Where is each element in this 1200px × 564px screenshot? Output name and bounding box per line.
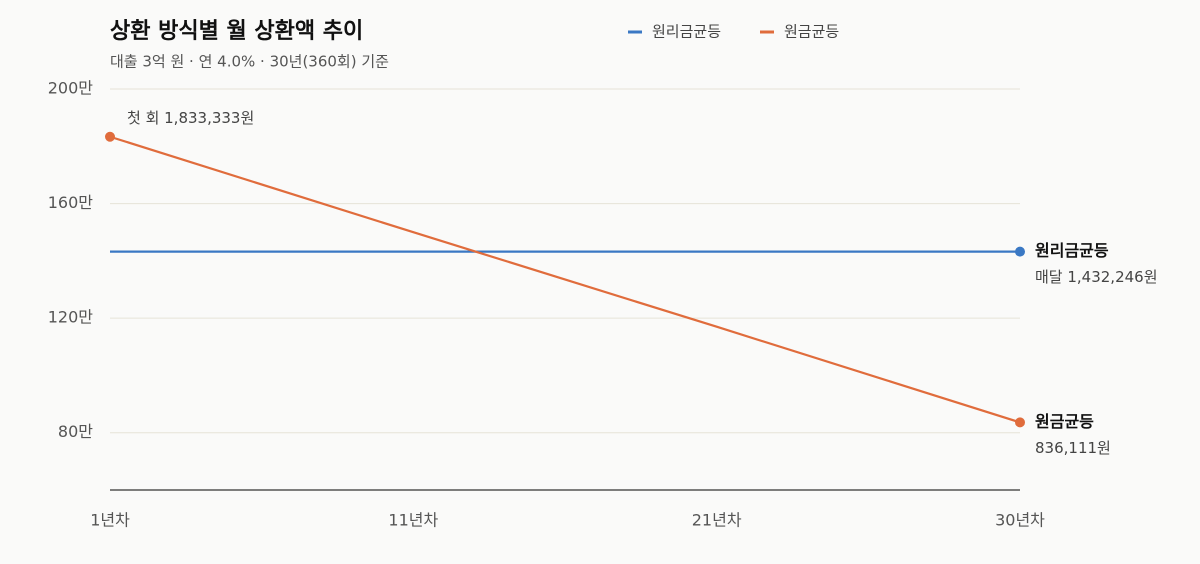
series-end-name: 원리금균등 bbox=[1035, 241, 1109, 260]
y-tick-label: 120만 bbox=[48, 308, 94, 327]
series-line bbox=[109, 135, 1021, 424]
y-tick-label: 200만 bbox=[48, 79, 94, 98]
data-point bbox=[1015, 246, 1025, 257]
chart-subtitle: 대출 3억 원 · 연 4.0% · 30년(360회) 기준 bbox=[110, 53, 389, 71]
x-tick-label: 21년차 bbox=[692, 511, 742, 530]
data-label: 첫 회 1,833,333원 bbox=[127, 109, 254, 127]
x-tick-label: 11년차 bbox=[388, 511, 438, 530]
x-tick-label: 30년차 bbox=[995, 511, 1045, 530]
chart-title: 상환 방식별 월 상환액 추이 bbox=[110, 19, 363, 44]
legend-label: 원리금균등 bbox=[652, 23, 721, 41]
data-point bbox=[105, 131, 115, 142]
y-tick-label: 80만 bbox=[58, 422, 93, 441]
y-tick-label: 160만 bbox=[48, 193, 94, 212]
legend-label: 원금균등 bbox=[784, 23, 839, 41]
series-end-name: 원금균등 bbox=[1035, 412, 1094, 431]
data-label: 836,111원 bbox=[1035, 439, 1111, 457]
data-label: 매달 1,432,246원 bbox=[1035, 268, 1158, 286]
data-point bbox=[1015, 417, 1025, 428]
x-tick-label: 1년차 bbox=[90, 511, 130, 530]
